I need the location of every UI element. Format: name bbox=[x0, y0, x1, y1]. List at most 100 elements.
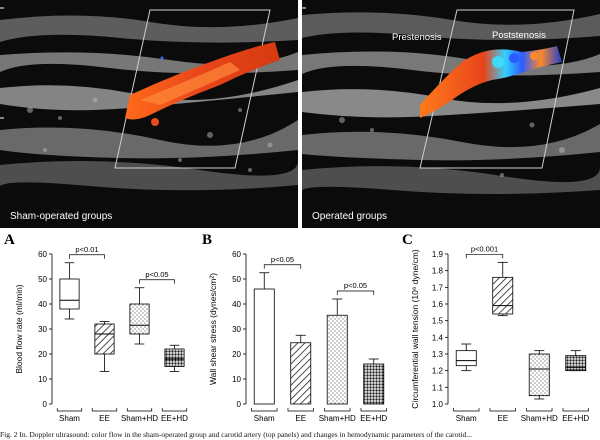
panel-letter: C bbox=[402, 232, 413, 248]
bar-sham bbox=[253, 272, 275, 405]
box-ee-plus-hd bbox=[164, 344, 185, 372]
y-tick-label: 1.2 bbox=[432, 367, 444, 376]
box-ee bbox=[94, 321, 115, 372]
bar-body bbox=[363, 363, 385, 405]
chart-panel-a: A Blood flow rate (ml/min) 0 10 20 30 40 50 60 Sh… bbox=[0, 230, 200, 428]
y-tick-label: 20 bbox=[232, 350, 241, 359]
figure-caption: Fig. 2 In. Doppler ultrasound: color flo… bbox=[0, 430, 472, 439]
significance-label: p<0.05 bbox=[344, 281, 367, 290]
significance-bracket bbox=[69, 254, 105, 259]
category-label: Sham+HD bbox=[121, 414, 158, 423]
box-sham-plus-hd bbox=[129, 287, 150, 345]
category-label: EE bbox=[99, 414, 110, 423]
y-tick-label: 10 bbox=[232, 375, 241, 384]
bar-body bbox=[253, 288, 275, 405]
sham-caption: Sham-operated groups bbox=[10, 211, 113, 222]
box-body bbox=[492, 276, 514, 315]
y-tick-label: 10 bbox=[38, 375, 47, 384]
ultrasound-sham-panel: Sham-operated groups bbox=[0, 0, 298, 228]
y-tick-label: 1.3 bbox=[432, 350, 444, 359]
operated-caption: Operated groups bbox=[312, 211, 388, 222]
box-body bbox=[94, 323, 115, 355]
ultrasound-operated-panel: Prestenosis Poststenosis Operated groups bbox=[302, 0, 600, 228]
panel-letter: A bbox=[4, 232, 15, 248]
category-bracket bbox=[489, 408, 516, 412]
y-axis-label: Wall shear stress (dynes/cm²) bbox=[208, 273, 218, 385]
y-tick-label: 50 bbox=[232, 275, 241, 284]
y-tick-label: 40 bbox=[232, 300, 241, 309]
y-tick-label: 1.4 bbox=[432, 333, 444, 342]
y-tick-label: 1.0 bbox=[432, 400, 444, 409]
category-bracket bbox=[562, 408, 589, 412]
category-label: Sham+HD bbox=[319, 414, 356, 423]
blood-flow-chart: A Blood flow rate (ml/min) 0 10 20 30 40 50 60 Sh… bbox=[4, 232, 188, 423]
box-body bbox=[565, 355, 587, 372]
ultrasound-sham-image bbox=[0, 0, 298, 228]
significance-bracket bbox=[263, 264, 302, 269]
y-tick-label: 1.7 bbox=[432, 283, 444, 292]
y-tick-label: 1.6 bbox=[432, 300, 444, 309]
ultrasound-operated-image bbox=[302, 0, 600, 228]
chart-panel-b: B Wall shear stress (dynes/cm²) 0 10 20 30 40 5… bbox=[198, 230, 398, 428]
box-sham bbox=[455, 343, 477, 372]
category-bracket bbox=[324, 408, 351, 412]
significance-label: p<0.05 bbox=[271, 255, 294, 264]
category-bracket bbox=[161, 408, 188, 412]
bar-body bbox=[290, 342, 312, 405]
category-bracket bbox=[126, 408, 153, 412]
y-tick-label: 50 bbox=[38, 275, 47, 284]
category-bracket bbox=[287, 408, 314, 412]
significance-bracket bbox=[465, 253, 504, 259]
box-ee-plus-hd bbox=[565, 350, 587, 372]
box-body bbox=[129, 303, 150, 335]
bar-body bbox=[326, 314, 348, 405]
box-sham bbox=[59, 262, 80, 320]
y-tick-label: 1.9 bbox=[432, 250, 444, 259]
category-bracket bbox=[91, 408, 118, 412]
y-tick-label: 0 bbox=[43, 400, 48, 409]
y-axis-label: Circumferential wall tension (10⁶ dyne/c… bbox=[410, 249, 420, 409]
y-axis-label: Blood flow rate (ml/min) bbox=[14, 284, 24, 373]
category-label: EE+HD bbox=[360, 414, 387, 423]
box-body bbox=[455, 350, 477, 367]
category-bracket bbox=[526, 408, 553, 412]
wall-shear-chart: B Wall shear stress (dynes/cm²) 0 10 20 30 40 5… bbox=[202, 232, 387, 423]
y-tick-label: 40 bbox=[38, 300, 47, 309]
category-label: Sham bbox=[59, 414, 80, 423]
category-label: EE+HD bbox=[161, 414, 188, 423]
category-bracket bbox=[251, 408, 278, 412]
category-bracket bbox=[56, 408, 83, 412]
significance-bracket bbox=[336, 290, 375, 295]
box-body bbox=[164, 348, 185, 367]
category-label: Sham bbox=[456, 414, 477, 423]
y-tick-label: 60 bbox=[38, 250, 47, 259]
significance-label: p<0.01 bbox=[75, 245, 98, 254]
category-bracket bbox=[360, 408, 387, 412]
significance-label: p<0.05 bbox=[145, 270, 168, 279]
panel-letter: B bbox=[202, 232, 212, 248]
category-label: EE bbox=[295, 414, 306, 423]
y-tick-label: 60 bbox=[232, 250, 241, 259]
category-bracket bbox=[453, 408, 480, 412]
box-body bbox=[528, 353, 550, 397]
y-tick-label: 30 bbox=[38, 325, 47, 334]
poststenosis-label: Poststenosis bbox=[492, 30, 546, 41]
y-tick-label: 1.5 bbox=[432, 317, 444, 326]
y-tick-label: 1.8 bbox=[432, 267, 444, 276]
box-body bbox=[59, 278, 80, 310]
y-tick-label: 0 bbox=[237, 400, 242, 409]
significance-bracket bbox=[139, 279, 175, 284]
bar-ee bbox=[290, 334, 312, 405]
prestenosis-label: Prestenosis bbox=[392, 32, 442, 43]
y-tick-label: 30 bbox=[232, 325, 241, 334]
category-label: Sham+HD bbox=[521, 414, 558, 423]
significance-label: p<0.001 bbox=[471, 244, 498, 253]
category-label: Sham bbox=[254, 414, 275, 423]
y-tick-label: 1.1 bbox=[432, 383, 444, 392]
bar-sham-plus-hd bbox=[326, 298, 348, 405]
box-sham-plus-hd bbox=[528, 350, 550, 400]
bar-ee-plus-hd bbox=[363, 358, 385, 405]
y-tick-label: 20 bbox=[38, 350, 47, 359]
box-ee bbox=[492, 261, 514, 317]
